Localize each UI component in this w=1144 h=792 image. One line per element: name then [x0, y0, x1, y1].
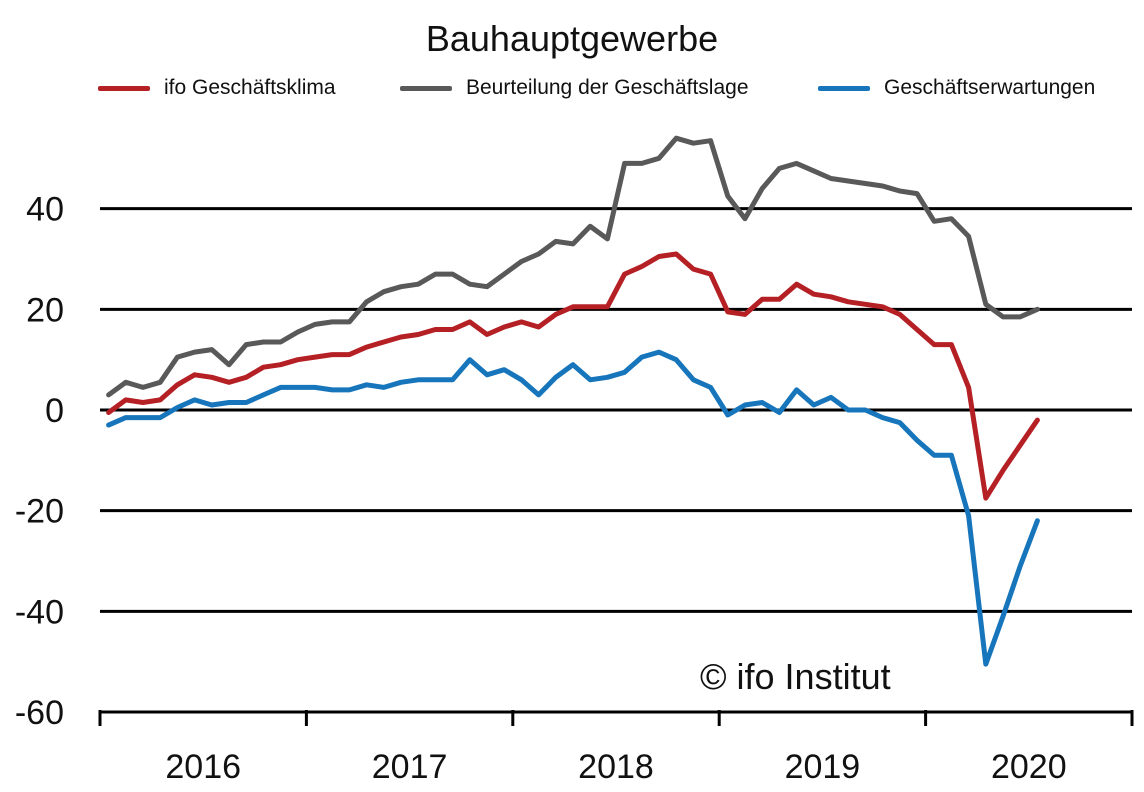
y-tick-label: 20	[26, 291, 64, 329]
legend-swatch-blue	[818, 85, 870, 91]
y-tick-label: -20	[15, 493, 64, 531]
legend-label: ifo Geschäftsklima	[164, 76, 336, 99]
legend-item-geschaeftslage: Beurteilung der Geschäftslage	[400, 74, 749, 102]
legend-label: Geschäftserwartungen	[884, 76, 1096, 99]
series-line-geschaeftslage	[106, 135, 1040, 398]
chart-title: Bauhauptgewerbe	[425, 18, 719, 59]
y-tick-label: -60	[15, 694, 64, 732]
y-tick-label: 0	[45, 392, 64, 430]
y-tick-label: 40	[26, 191, 64, 229]
x-tick-label: 2016	[165, 748, 241, 786]
legend-swatch-red	[98, 85, 150, 91]
x-tick-label: 2020	[991, 748, 1067, 786]
x-tick-label: 2017	[372, 748, 448, 786]
y-tick-label: -40	[15, 593, 64, 631]
legend-swatch-gray	[400, 85, 452, 91]
x-tick-label: 2018	[578, 748, 654, 786]
copyright-watermark: © ifo Institut	[700, 656, 891, 697]
legend-label: Beurteilung der Geschäftslage	[466, 76, 749, 99]
legend-item-geschaeftserwartungen: Geschäftserwartungen	[818, 74, 1095, 102]
series-line-geschaeftsklima	[106, 251, 1040, 501]
legend-item-ifo-geschaeftsklima: ifo Geschäftsklima	[98, 74, 336, 102]
x-tick-label: 2019	[785, 748, 861, 786]
series-line-geschaeftserwartungen	[106, 349, 1040, 667]
